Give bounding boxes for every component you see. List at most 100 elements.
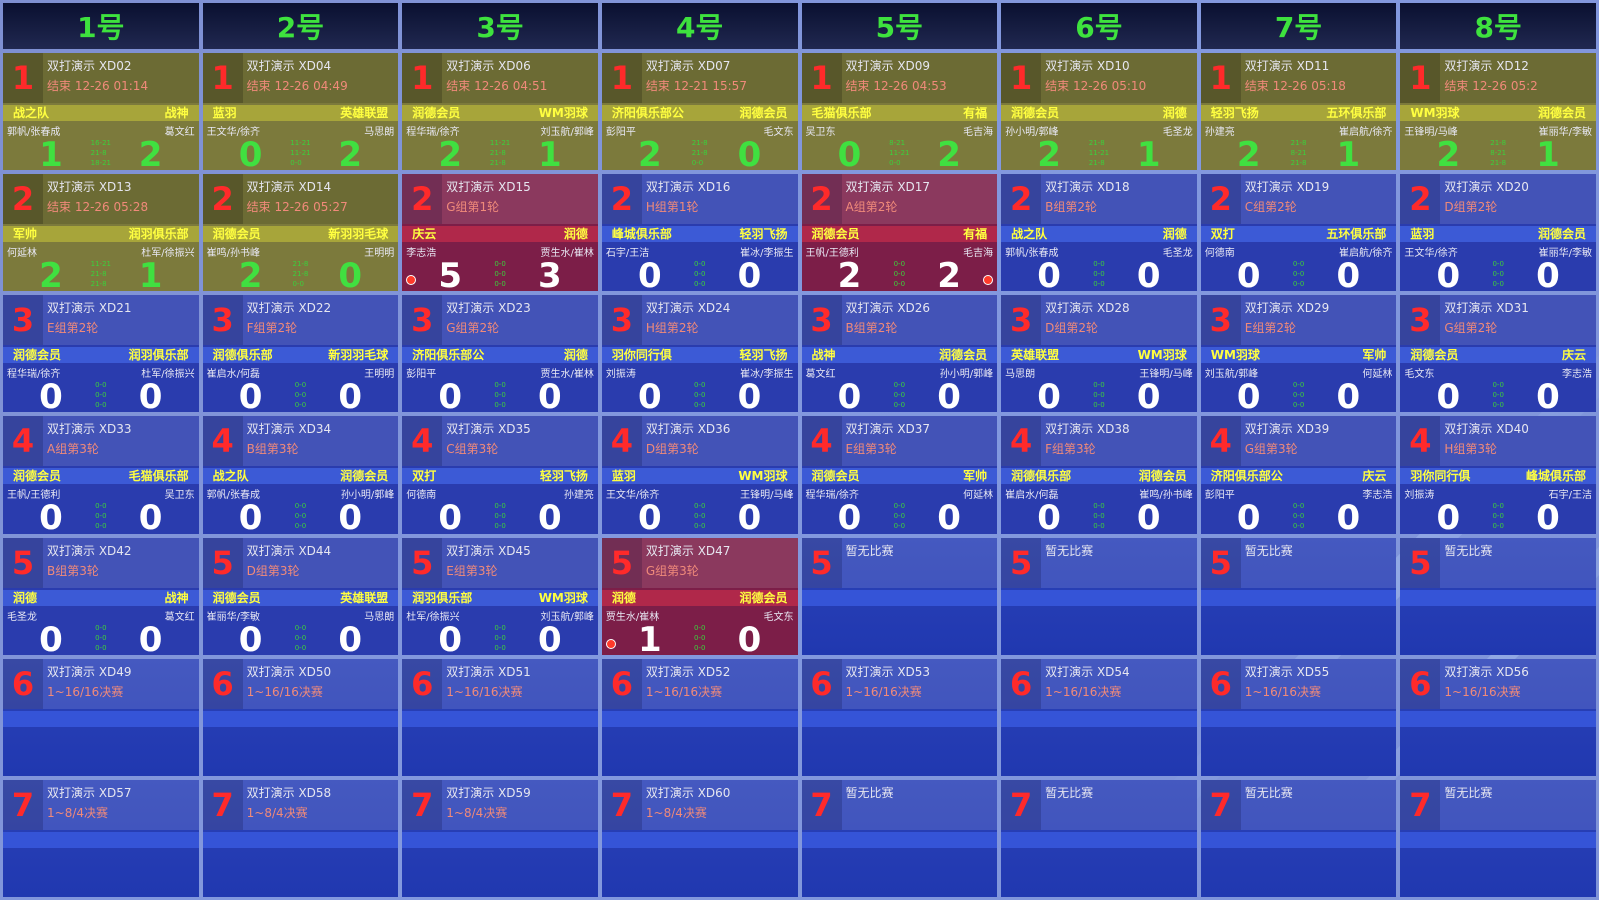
players-row: 孙建亮 崔启航/徐齐 — [1201, 123, 1397, 138]
match-cell[interactable]: 1 双打演示 XD10 结束 12-26 05:10 润德会员 润德 孙小明/郭峰 毛圣龙 2… — [1001, 53, 1197, 171]
match-cell[interactable]: 5 暂无比赛 — [801, 537, 998, 655]
match-cell[interactable]: 4 双打演示 XD40 H组第3轮 羽你同行俱 峰城俱乐部 刘振涛 石宇/王洁 0 0 0-0 0-… — [1400, 416, 1596, 534]
match-cell[interactable]: 7 双打演示 XD57 1~8/4决赛 — [3, 779, 199, 897]
match-status: 1~16/16决赛 — [1244, 684, 1322, 699]
set-scores: 21-8 21-8 0-0 — [292, 260, 308, 288]
no-match-label: 暂无比赛 — [845, 785, 894, 800]
match-cell[interactable]: 3 双打演示 XD21 E组第2轮 润德会员 润羽俱乐部 程华瑞/徐齐 杜军/徐振兴 0 0 0-… — [3, 295, 199, 413]
match-cell[interactable]: 6 双打演示 XD51 1~16/16决赛 — [402, 658, 598, 776]
team-bar — [801, 589, 998, 606]
players-b: 吴卫东 — [164, 490, 195, 502]
match-cell[interactable]: 2 双打演示 XD13 结束 12-26 05:28 军帅 润羽俱乐部 何延林 杜军/徐振兴… — [3, 174, 199, 292]
match-cell[interactable]: 1 双打演示 XD07 结束 12-21 15:57 济阳俱乐部公 润德会员 彭阳平 毛文东… — [601, 53, 798, 171]
match-cell[interactable]: 4 双打演示 XD38 F组第3轮 润德俱乐部 润德会员 崔启水/何磊 崔鸣/孙书峰 0 0 0-… — [1001, 416, 1197, 534]
set-scores: 0-0 0-0 0-0 — [494, 624, 505, 652]
match-cell[interactable]: 3 双打演示 XD23 G组第2轮 济阳俱乐部公 润德 彭阳平 贾生水/崔林 0 0 0-0 0-0… — [402, 295, 598, 413]
match-cell[interactable]: 6 双打演示 XD49 1~16/16决赛 — [3, 658, 199, 776]
match-cell[interactable]: 1 双打演示 XD12 结束 12-26 05:2 WM羽球 润德会员 王锋明/马峰 崔丽华… — [1400, 53, 1596, 171]
match-cell[interactable]: 2 双打演示 XD17 A组第2轮 润德会员 有福 王帆/王德利 毛吉海 2 2 0-0 0-0 0-… — [801, 174, 998, 292]
match-status: 结束 12-21 15:57 — [645, 79, 747, 93]
match-cell[interactable]: 3 双打演示 XD31 G组第2轮 润德会员 庆云 毛文东 李志浩 0 0 0-0 0-0 0-0 — [1400, 295, 1596, 413]
match-order-number: 4 — [801, 416, 842, 467]
players-row: 孙小明/郭峰 毛圣龙 — [1001, 123, 1197, 138]
match-order-number: 7 — [3, 779, 43, 830]
score-b: 0 — [538, 377, 562, 413]
match-cell[interactable]: 3 双打演示 XD28 D组第2轮 英雄联盟 WM羽球 马思朗 王锋明/马峰 0 0 0-0 0-0… — [1001, 295, 1197, 413]
match-code: 双打演示 XD37 — [845, 422, 931, 437]
match-cell[interactable]: 5 暂无比赛 — [1400, 537, 1596, 655]
score-a: 0 — [837, 377, 862, 413]
match-cell[interactable]: 2 双打演示 XD15 G组第1轮 庆云 润德 李志浩 贾生水/崔林 5 3 0-0 0-0 0-0 — [402, 174, 598, 292]
match-cell[interactable]: 5 双打演示 XD45 E组第3轮 润羽俱乐部 WM羽球 杜军/徐振兴 刘玉航/郭峰 0 0 0-… — [402, 537, 598, 655]
match-cell[interactable]: 2 双打演示 XD16 H组第1轮 峰城俱乐部 轻羽飞扬 石宇/王洁 崔冰/李振生 0 0 0-0… — [601, 174, 798, 292]
match-cell[interactable]: 5 双打演示 XD47 G组第3轮 润德 润德会员 贾生水/崔林 毛文东 1 0 0-0 0-0 0-… — [601, 537, 798, 655]
match-cell[interactable]: 2 双打演示 XD20 D组第2轮 蓝羽 润德会员 王文华/徐齐 崔丽华/李敏 0 0 0-0 0-… — [1400, 174, 1596, 292]
score-a: 2 — [1436, 135, 1461, 171]
team-bar: 双打 五环俱乐部 — [1200, 226, 1397, 243]
match-cell[interactable]: 1 双打演示 XD02 结束 12-26 01:14 战之队 战神 郭帆/张春成 葛文红 1 2… — [3, 53, 199, 171]
set-score: 8-21 — [1490, 149, 1507, 157]
match-code: 双打演示 XD40 — [1444, 422, 1529, 437]
match-cell[interactable]: 5 暂无比赛 — [1200, 537, 1397, 655]
team-a: 润德俱乐部 — [212, 348, 273, 363]
match-status: 1~8/4决赛 — [246, 805, 308, 820]
match-cell[interactable]: 1 双打演示 XD06 结束 12-26 04:51 润德会员 WM羽球 程华瑞/徐齐 刘玉… — [402, 53, 598, 171]
set-scores: 0-0 0-0 0-0 — [295, 624, 306, 652]
match-cell[interactable]: 2 双打演示 XD19 C组第2轮 双打 五环俱乐部 何德南 崔启航/徐齐 0 0 0-0 0-0 0… — [1200, 174, 1397, 292]
score-b: 0 — [138, 377, 163, 413]
match-cell[interactable]: 6 双打演示 XD55 1~16/16决赛 — [1200, 658, 1397, 776]
match-cell[interactable]: 7 双打演示 XD59 1~8/4决赛 — [402, 779, 598, 897]
match-cell[interactable]: 5 暂无比赛 — [1001, 537, 1197, 655]
match-cell[interactable]: 6 双打演示 XD52 1~16/16决赛 — [601, 658, 798, 776]
set-score: 21-8 — [292, 260, 309, 269]
match-cell[interactable]: 7 暂无比赛 — [1400, 779, 1596, 897]
match-info-panel — [601, 416, 798, 467]
match-cell[interactable]: 7 暂无比赛 — [1200, 779, 1397, 897]
match-cell[interactable]: 1 双打演示 XD11 结束 12-26 05:18 轻羽飞扬 五环俱乐部 孙建亮 崔启航/… — [1200, 53, 1397, 171]
match-status: 结束 12-26 01:14 — [47, 79, 149, 93]
match-cell[interactable]: 4 双打演示 XD39 G组第3轮 济阳俱乐部公 庆云 彭阳平 李志浩 0 0 0-0 0-0 0-0 — [1200, 416, 1397, 534]
match-cell[interactable]: 3 双打演示 XD22 F组第2轮 润德俱乐部 新羽羽毛球 崔启水/何磊 王明明 0 0 0-0 0… — [202, 295, 399, 413]
match-cell[interactable]: 4 双打演示 XD33 A组第3轮 润德会员 毛猫俱乐部 王帆/王德利 吴卫东 0 0 0-0 0-… — [3, 416, 199, 534]
match-cell[interactable]: 7 暂无比赛 — [801, 779, 998, 897]
match-cell[interactable]: 4 双打演示 XD37 E组第3轮 润德会员 军帅 程华瑞/徐齐 何延林 0 0 0-0 0-0 0-… — [801, 416, 998, 534]
set-score: 0-0 — [494, 512, 506, 521]
match-cell[interactable]: 1 双打演示 XD09 结束 12-26 04:53 毛猫俱乐部 有福 吴卫东 毛吉海 0 2 8… — [801, 53, 998, 171]
set-score: 21-8 — [1088, 159, 1105, 167]
match-status: 结束 12-26 04:51 — [446, 79, 548, 93]
set-score: 0-0 — [693, 260, 706, 269]
match-cell[interactable]: 2 双打演示 XD14 结束 12-26 05:27 润德会员 新羽羽毛球 崔鸣/孙书峰王… — [202, 174, 399, 292]
set-scores: 0-0 0-0 0-0 — [694, 502, 705, 530]
score-a: 2 — [1037, 135, 1061, 171]
match-cell[interactable]: 6 双打演示 XD53 1~16/16决赛 — [801, 658, 998, 776]
match-cell[interactable]: 3 双打演示 XD26 B组第2轮 战神 润德会员 葛文红 孙小明/郭峰 0 0 0-0 0-0 0-… — [801, 295, 998, 413]
match-code: 双打演示 XD12 — [1444, 59, 1529, 73]
match-cell[interactable]: 5 双打演示 XD44 D组第3轮 润德会员 英雄联盟 崔丽华/李敏 马思朗 0 0 0-0 0-0… — [202, 537, 399, 655]
match-cell[interactable]: 1 双打演示 XD04 结束 12-26 04:49 蓝羽 英雄联盟 王文华/徐齐 马思朗 0… — [202, 53, 399, 171]
match-info-panel — [1400, 416, 1596, 467]
match-cell[interactable]: 6 双打演示 XD54 1~16/16决赛 — [1001, 658, 1197, 776]
match-cell[interactable]: 5 双打演示 XD42 B组第3轮 润德 战神 毛圣龙 葛文红 0 0 0-0 0-0 0-0 — [3, 537, 199, 655]
match-cell[interactable]: 6 双打演示 XD50 1~16/16决赛 — [202, 658, 399, 776]
match-cell[interactable]: 7 暂无比赛 — [1001, 779, 1197, 897]
players-row: 崔鸣/孙书峰 王明明 — [203, 244, 399, 259]
match-cell[interactable]: 7 双打演示 XD58 1~8/4决赛 — [202, 779, 399, 897]
match-cell[interactable]: 4 双打演示 XD35 C组第3轮 双打 轻羽飞扬 何德南 孙建亮 0 0 0-0 0-0 0-0 — [402, 416, 598, 534]
match-cell[interactable]: 6 双打演示 XD56 1~16/16决赛 — [1400, 658, 1596, 776]
match-cell[interactable]: 3 双打演示 XD29 E组第2轮 WM羽球 军帅 刘玉航/郭峰 何延林 0 0 0-0 0-0 0-… — [1200, 295, 1397, 413]
set-score: 18-21 — [90, 159, 111, 167]
match-order-number: 2 — [1200, 174, 1241, 225]
match-status: 1~16/16决赛 — [645, 684, 723, 699]
match-status: D组第2轮 — [1045, 321, 1099, 336]
match-cell[interactable]: 7 双打演示 XD60 1~8/4决赛 — [601, 779, 798, 897]
match-cell[interactable]: 4 双打演示 XD34 B组第3轮 战之队 润德会员 郭帆/张春成 孙小明/郭峰 0 0 0-0 0… — [202, 416, 399, 534]
set-score: 0-0 — [292, 280, 304, 289]
match-status: E组第2轮 — [1244, 321, 1296, 336]
score-a: 0 — [438, 498, 463, 534]
match-info-panel — [1400, 53, 1596, 103]
match-order-number: 1 — [3, 53, 43, 103]
match-cell[interactable]: 4 双打演示 XD36 D组第3轮 蓝羽 WM羽球 王文华/徐齐 王锋明/马峰 0 0 0-0 0-… — [601, 416, 798, 534]
match-cell[interactable]: 3 双打演示 XD24 H组第2轮 羽你同行俱 轻羽飞扬 刘振涛 崔冰/李振生 0 0 0-0 0-… — [601, 295, 798, 413]
match-info-panel — [1001, 779, 1197, 830]
match-cell[interactable]: 2 双打演示 XD18 B组第2轮 战之队 润德 郭帆/张春成 毛圣龙 0 0 0-0 0-0 0-0 — [1001, 174, 1197, 292]
